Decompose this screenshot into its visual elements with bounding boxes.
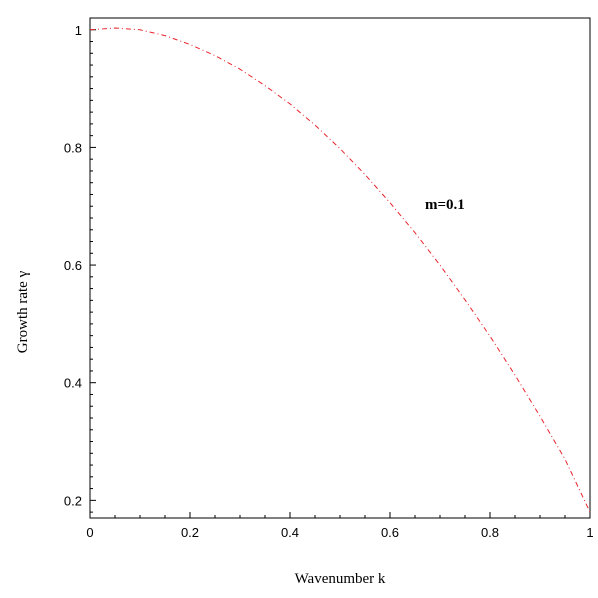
y-tick-label: 1 [75,23,82,38]
plot-frame [89,17,591,519]
y-tick-label: 0.4 [64,376,82,391]
y-axis-title: Growth rate γ [15,270,31,353]
y-tick-label: 0.6 [64,258,82,273]
y-tick-label: 0.2 [64,493,82,508]
series-layer [89,27,591,513]
annotation-layer: m=0.1 [425,197,465,213]
y-tick-label: 0.8 [64,140,82,155]
x-tick-label: 0.2 [181,525,199,540]
y-axis-ticks: 0.2 0.4 0.6 0.8 1 [64,23,96,513]
series-line-0 [89,27,591,513]
x-tick-label: 0 [86,525,93,540]
x-axis-ticks: 0 0.2 0.4 0.6 0.8 1 [86,512,594,540]
x-tick-label: 0.6 [381,525,399,540]
x-tick-label: 0.8 [481,525,499,540]
x-axis-title: Wavenumber k [295,571,386,587]
curve-annotation: m=0.1 [425,197,465,213]
x-tick-label: 1 [586,525,593,540]
x-tick-label: 0.4 [281,525,299,540]
